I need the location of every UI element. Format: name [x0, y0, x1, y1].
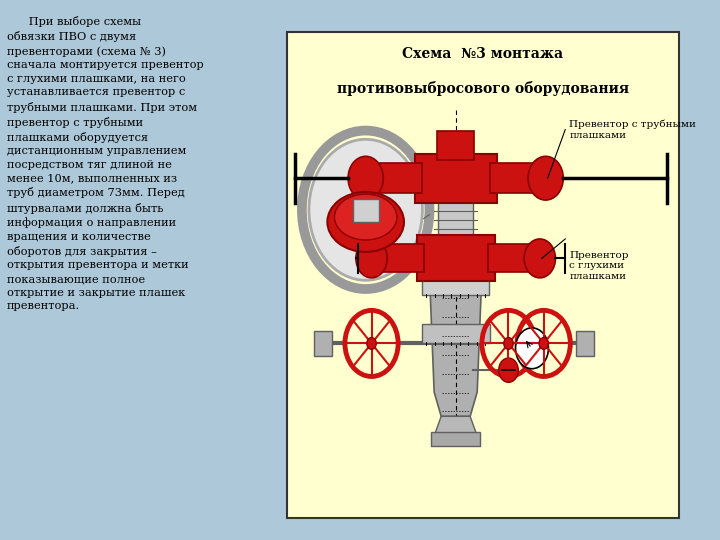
Text: При выборе схемы
обвязки ПВО с двумя
превенторами (схема № 3)
сначала монтируетс: При выборе схемы обвязки ПВО с двумя пре…	[7, 16, 204, 311]
FancyBboxPatch shape	[287, 32, 679, 518]
